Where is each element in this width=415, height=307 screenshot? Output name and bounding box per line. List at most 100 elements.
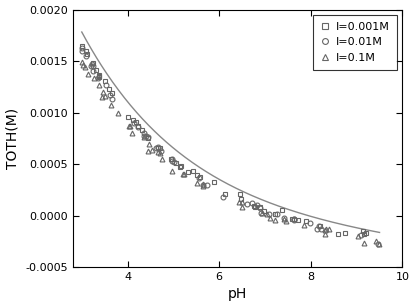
I=0.1M xyxy=(265,212,270,216)
I=0.001M xyxy=(130,118,135,122)
I=0.1M xyxy=(327,227,332,231)
I=0.001M xyxy=(146,136,151,140)
I=0.001M xyxy=(361,232,366,236)
I=0.1M xyxy=(85,72,90,76)
I=0.001M xyxy=(190,169,195,173)
I=0.01M xyxy=(103,84,108,87)
I=0.001M xyxy=(197,175,202,178)
I=0.01M xyxy=(89,64,94,68)
X-axis label: pH: pH xyxy=(228,287,247,301)
I=0.001M xyxy=(223,192,228,196)
I=0.001M xyxy=(364,231,369,235)
I=0.001M xyxy=(211,180,216,184)
I=0.1M xyxy=(83,65,88,69)
I=0.01M xyxy=(154,146,159,150)
I=0.01M xyxy=(220,195,225,199)
I=0.01M xyxy=(142,134,146,138)
Line: I=0.01M: I=0.01M xyxy=(80,45,381,246)
I=0.1M xyxy=(194,181,199,185)
I=0.001M xyxy=(103,79,107,83)
I=0.01M xyxy=(200,183,205,186)
I=0.1M xyxy=(146,143,151,146)
I=0.001M xyxy=(91,61,96,65)
I=0.01M xyxy=(96,76,101,80)
I=0.001M xyxy=(361,229,366,232)
I=0.001M xyxy=(110,91,115,95)
I=0.01M xyxy=(359,233,364,236)
I=0.001M xyxy=(296,218,301,222)
I=0.01M xyxy=(170,159,175,163)
I=0.1M xyxy=(127,124,132,128)
I=0.01M xyxy=(131,121,136,124)
I=0.01M xyxy=(83,55,88,58)
I=0.001M xyxy=(178,165,183,169)
I=0.1M xyxy=(157,151,162,155)
I=0.01M xyxy=(258,206,263,210)
I=0.001M xyxy=(279,208,284,212)
I=0.1M xyxy=(302,223,307,227)
I=0.1M xyxy=(91,76,96,80)
I=0.1M xyxy=(200,184,205,188)
I=0.1M xyxy=(96,83,101,87)
I=0.01M xyxy=(319,227,324,231)
I=0.01M xyxy=(292,218,297,222)
I=0.1M xyxy=(260,211,265,215)
I=0.01M xyxy=(90,65,95,68)
I=0.1M xyxy=(100,95,105,99)
I=0.01M xyxy=(315,227,320,230)
I=0.001M xyxy=(194,173,199,177)
I=0.01M xyxy=(204,183,209,187)
I=0.1M xyxy=(324,227,329,231)
I=0.1M xyxy=(141,135,146,139)
I=0.001M xyxy=(106,87,111,91)
Line: I=0.1M: I=0.1M xyxy=(80,60,381,246)
I=0.1M xyxy=(267,216,272,220)
I=0.01M xyxy=(107,93,112,97)
I=0.001M xyxy=(272,212,277,216)
I=0.01M xyxy=(250,201,255,205)
I=0.001M xyxy=(84,49,89,52)
I=0.1M xyxy=(159,158,164,161)
I=0.1M xyxy=(108,103,113,107)
I=0.001M xyxy=(185,170,190,174)
I=0.1M xyxy=(284,220,289,223)
I=0.001M xyxy=(96,74,101,78)
I=0.001M xyxy=(134,120,139,124)
I=0.1M xyxy=(102,94,107,98)
I=0.001M xyxy=(80,45,85,48)
I=0.001M xyxy=(84,52,89,56)
I=0.1M xyxy=(156,150,161,154)
I=0.1M xyxy=(181,172,186,176)
I=0.01M xyxy=(376,242,381,245)
I=0.1M xyxy=(356,234,361,238)
I=0.001M xyxy=(97,75,102,79)
I=0.1M xyxy=(100,90,105,94)
I=0.001M xyxy=(237,192,242,196)
I=0.001M xyxy=(97,73,102,77)
I=0.01M xyxy=(90,69,95,72)
I=0.1M xyxy=(282,218,287,221)
I=0.01M xyxy=(316,224,321,228)
I=0.001M xyxy=(173,161,178,165)
I=0.001M xyxy=(158,146,163,150)
I=0.01M xyxy=(90,62,95,66)
I=0.1M xyxy=(201,182,206,186)
I=0.01M xyxy=(275,212,280,216)
I=0.1M xyxy=(323,232,328,236)
I=0.1M xyxy=(80,60,85,64)
I=0.01M xyxy=(282,217,287,220)
I=0.01M xyxy=(156,146,161,150)
I=0.1M xyxy=(273,218,278,222)
I=0.001M xyxy=(253,205,258,209)
I=0.01M xyxy=(197,176,202,180)
I=0.1M xyxy=(239,200,244,204)
I=0.01M xyxy=(141,132,146,135)
I=0.001M xyxy=(261,209,266,213)
I=0.01M xyxy=(255,204,260,207)
Line: I=0.001M: I=0.001M xyxy=(80,44,369,237)
I=0.01M xyxy=(291,218,296,221)
I=0.01M xyxy=(145,135,150,139)
I=0.001M xyxy=(94,68,99,72)
I=0.01M xyxy=(136,126,141,129)
I=0.001M xyxy=(178,164,183,168)
